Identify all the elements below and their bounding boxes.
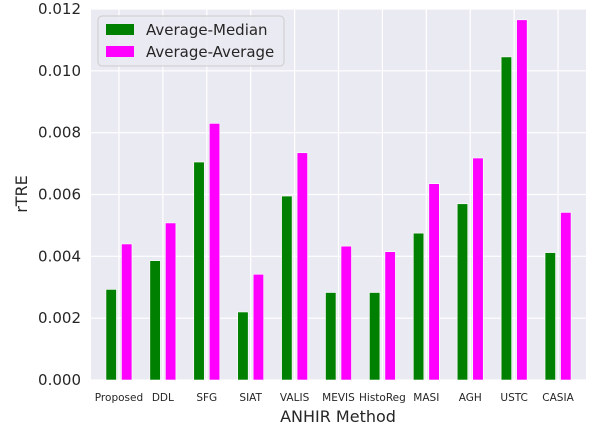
- bar-average-average-siat: [252, 273, 264, 381]
- legend-label-average-average: Average-Average: [146, 43, 274, 61]
- x-tick-label: MEVIS: [322, 392, 355, 404]
- x-tick-label: MASI: [413, 392, 439, 404]
- bars: [105, 19, 572, 381]
- x-tick-labels: Proposed DDL SFG SIAT VALIS MEVIS HistoReg MASI…: [95, 392, 575, 404]
- y-tick-label: 0.000: [38, 371, 81, 389]
- y-tick-label: 0.008: [38, 124, 81, 142]
- y-tick-label: 0.010: [38, 62, 81, 80]
- bar-average-median-masi: [413, 232, 425, 381]
- legend-swatch-average-average: [106, 46, 134, 57]
- x-tick-label: Proposed: [95, 392, 143, 404]
- bar-average-average-agh: [472, 157, 484, 381]
- bar-average-average-proposed: [121, 243, 133, 381]
- bar-average-average-sfg: [208, 123, 221, 381]
- bar-average-median-casia: [544, 252, 556, 381]
- y-tick-label: 0.012: [38, 0, 81, 18]
- y-tick-label: 0.004: [38, 247, 81, 265]
- bar-average-median-proposed: [105, 289, 117, 381]
- x-tick-label: SFG: [196, 392, 217, 404]
- bar-average-average-ddl: [165, 222, 177, 381]
- bar-average-average-valis: [296, 152, 308, 381]
- bar-average-average-mevis: [340, 245, 352, 381]
- bar-average-median-sfg: [193, 161, 205, 381]
- bar-average-average-masi: [428, 183, 440, 381]
- legend-box: [97, 15, 285, 67]
- legend: Average-Median Average-Average: [97, 15, 285, 67]
- x-tick-label: HistoReg: [359, 392, 406, 404]
- x-tick-label: AGH: [459, 392, 482, 404]
- bar-average-median-ustc: [500, 56, 512, 381]
- legend-swatch-average-median: [106, 24, 134, 35]
- x-tick-label: CASIA: [542, 392, 574, 404]
- bar-average-median-agh: [456, 203, 469, 381]
- x-tick-label: DDL: [152, 392, 174, 404]
- x-tick-label: SIAT: [239, 392, 262, 404]
- y-axis-label: rTRE: [12, 175, 31, 213]
- bar-average-average-ustc: [516, 19, 528, 381]
- y-tick-labels: 0.000 0.002 0.004 0.006 0.008 0.010 0.012: [38, 0, 81, 389]
- bar-average-median-ddl: [149, 260, 161, 381]
- bar-average-median-historeg: [369, 292, 381, 381]
- y-tick-label: 0.002: [38, 309, 81, 327]
- x-tick-label: USTC: [500, 392, 527, 404]
- bar-average-median-siat: [237, 311, 249, 381]
- bar-average-median-mevis: [325, 292, 337, 381]
- y-tick-label: 0.006: [38, 186, 81, 204]
- bar-average-median-valis: [281, 195, 293, 381]
- x-tick-label: VALIS: [280, 392, 310, 404]
- x-axis-label: ANHIR Method: [280, 407, 396, 426]
- bar-average-average-historeg: [384, 251, 396, 381]
- bar-average-average-casia: [560, 212, 572, 381]
- legend-label-average-median: Average-Median: [146, 21, 268, 39]
